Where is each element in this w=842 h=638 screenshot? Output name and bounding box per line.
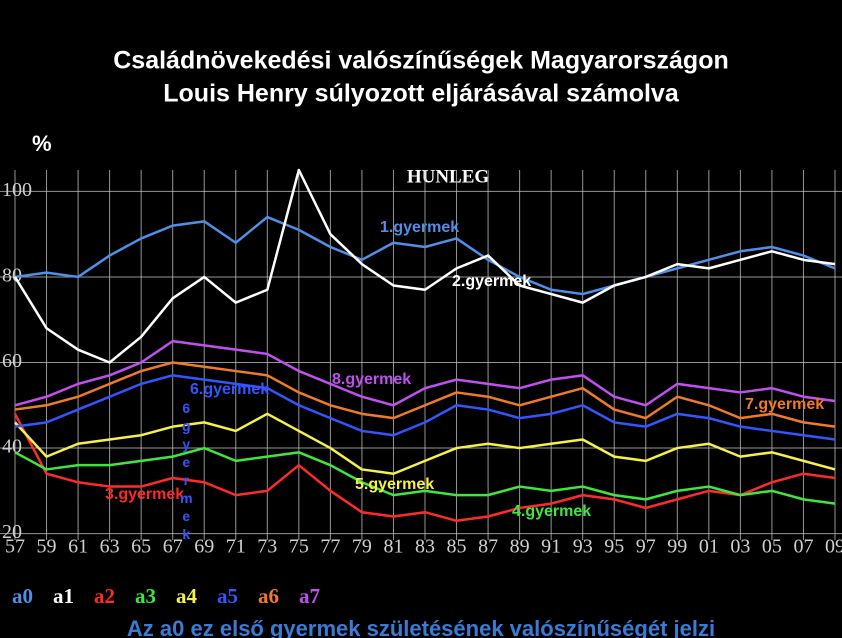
x-tick-label: 03 xyxy=(730,536,750,558)
x-tick-label: 61 xyxy=(68,536,88,558)
legend-entry: a3 xyxy=(135,584,156,608)
x-tick-label: 67 xyxy=(163,536,183,558)
series-annotation: 6.gyermek xyxy=(190,381,269,398)
legend-entry: a4 xyxy=(176,584,198,608)
x-tick-label: 57 xyxy=(5,536,25,558)
x-tick-label: 87 xyxy=(478,536,498,558)
x-tick-label: 63 xyxy=(100,536,120,558)
x-tick-label: 05 xyxy=(762,536,782,558)
legend-entry: a0 xyxy=(12,584,33,608)
x-tick-label: 85 xyxy=(447,536,467,558)
series-annotation: 8.gyermek xyxy=(332,371,411,388)
x-tick-label: 01 xyxy=(699,536,719,558)
vertical-annotation: 6gyermek xyxy=(178,400,194,544)
series-line xyxy=(14,446,836,505)
series-line xyxy=(13,413,836,523)
series-line xyxy=(14,361,836,428)
x-tick-label: 81 xyxy=(383,536,403,558)
x-tick-label: 99 xyxy=(667,536,687,558)
x-tick-label: 83 xyxy=(415,536,435,558)
x-tick-label: 73 xyxy=(257,536,277,558)
x-tick-label: 89 xyxy=(510,536,530,558)
chart-title: Családnövekedési valószínűségek Magyaror… xyxy=(113,47,729,75)
x-tick-label: 75 xyxy=(289,536,309,558)
x-tick-label: 95 xyxy=(604,536,624,558)
legend-entry: a6 xyxy=(258,584,279,608)
y-tick-label: 100 xyxy=(2,179,32,201)
x-tick-label: 71 xyxy=(226,536,246,558)
series-annotation: 4.gyermek xyxy=(512,503,591,520)
series-annotation: 5.gyermek xyxy=(355,476,434,493)
series-line xyxy=(14,215,836,296)
series-line xyxy=(14,339,836,407)
series-line xyxy=(14,412,836,475)
y-tick-label: 20 xyxy=(2,521,22,543)
series-annotation: 3.gyermek xyxy=(105,486,184,503)
legend-entry: a7 xyxy=(299,584,320,608)
x-tick-label: 65 xyxy=(131,536,151,558)
inset-title: HUNLEG xyxy=(407,166,490,187)
series-annotation: 1.gyermek xyxy=(380,219,459,236)
y-axis-label: % xyxy=(32,131,52,156)
x-tick-label: 09 xyxy=(825,536,842,558)
x-tick-label: 59 xyxy=(37,536,57,558)
x-tick-label: 77 xyxy=(320,536,340,558)
x-tick-label: 93 xyxy=(573,536,593,558)
series-line xyxy=(13,168,836,364)
x-tick-label: 97 xyxy=(636,536,656,558)
series-annotation: 7.gyermek xyxy=(745,396,824,413)
legend-entry: a2 xyxy=(94,584,115,608)
legend-entry: a1 xyxy=(53,584,74,608)
series-line xyxy=(14,374,836,441)
series-annotation: 2.gyermek xyxy=(452,273,531,290)
x-tick-label: 69 xyxy=(194,536,214,558)
x-tick-label: 79 xyxy=(352,536,372,558)
x-tick-label: 91 xyxy=(541,536,561,558)
footnote: Az a0 ez első gyermek születésének valós… xyxy=(127,616,715,638)
legend-entry: a5 xyxy=(217,584,238,608)
x-tick-label: 07 xyxy=(793,536,813,558)
y-tick-label: 60 xyxy=(2,350,22,372)
chart-subtitle: Louis Henry súlyozott eljárásával számol… xyxy=(163,80,680,108)
